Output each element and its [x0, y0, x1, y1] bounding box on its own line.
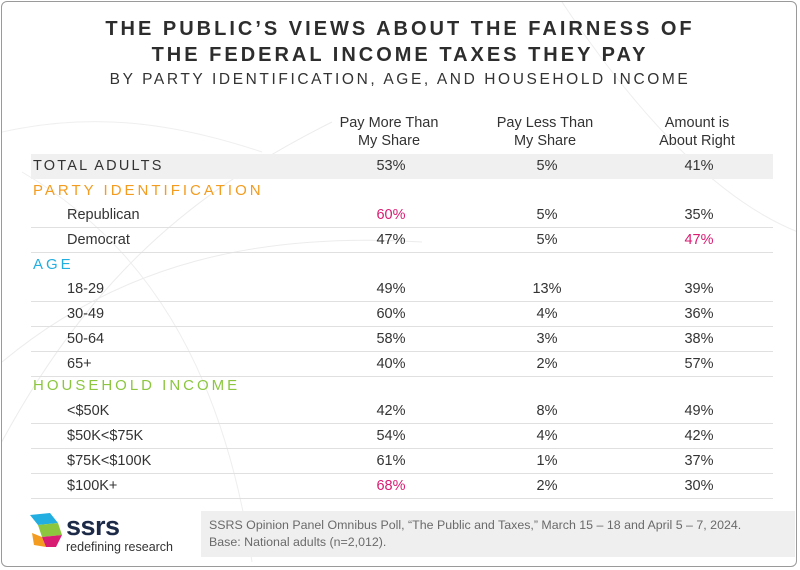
source-line-2: Base: National adults (n=2,012).: [209, 535, 387, 549]
cell-pay-more: 53%: [376, 158, 406, 174]
row-label: $100K+: [67, 478, 118, 494]
column-header-line: My Share: [357, 133, 421, 149]
cell-about-right: 36%: [684, 306, 714, 322]
row-label: <$50K: [67, 403, 110, 419]
cell-about-right: 30%: [684, 478, 714, 494]
cell-about-right: 49%: [684, 403, 714, 419]
table-row: $50K<$75K 54% 4% 42%: [31, 424, 773, 449]
cell-pay-less: 5%: [536, 232, 558, 248]
logo-tagline: redefining research: [66, 540, 174, 554]
column-header-line: Pay Less Than: [496, 115, 594, 131]
cell-pay-more: 40%: [376, 356, 406, 372]
cell-about-right: 47%: [684, 232, 714, 248]
cell-pay-more: 47%: [376, 232, 406, 248]
table-row: 30-49 60% 4% 36%: [31, 302, 773, 327]
column-header-line: About Right: [659, 133, 735, 149]
cell-about-right: 57%: [684, 356, 714, 372]
source-line-1: SSRS Opinion Panel Omnibus Poll, “The Pu…: [209, 518, 742, 532]
cell-pay-less: 4%: [536, 306, 558, 322]
total-adults-row: TOTAL ADULTS 53% 5% 41%: [31, 154, 773, 179]
column-header-line: My Share: [513, 133, 577, 149]
source-note: SSRS Opinion Panel Omnibus Poll, “The Pu…: [201, 511, 795, 557]
cell-pay-less: 5%: [536, 158, 558, 174]
table-row: $75K<$100K 61% 1% 37%: [31, 449, 773, 474]
cell-pay-less: 13%: [532, 281, 562, 297]
cell-pay-less: 2%: [536, 478, 558, 494]
row-label: 65+: [67, 356, 92, 372]
cell-pay-less: 2%: [536, 356, 558, 372]
table-row: 50-64 58% 3% 38%: [31, 327, 773, 352]
section-label: AGE: [33, 256, 74, 273]
cell-about-right: 37%: [684, 453, 714, 469]
row-label: Democrat: [67, 232, 130, 248]
column-header-pay-less: Pay Less Than My Share: [470, 114, 620, 150]
section-household-income: HOUSEHOLD INCOME: [31, 374, 773, 399]
cell-pay-less: 3%: [536, 331, 558, 347]
cell-pay-more: 61%: [376, 453, 406, 469]
table-row: 65+ 40% 2% 57%: [31, 352, 773, 377]
column-header-pay-more: Pay More Than My Share: [314, 114, 464, 150]
cell-pay-more: 60%: [376, 207, 406, 223]
title-block: THE PUBLIC’S VIEWS ABOUT THE FAIRNESS OF…: [2, 16, 796, 90]
cell-about-right: 42%: [684, 428, 714, 444]
logo-wordmark: ssrs: [66, 511, 120, 541]
table-row: Democrat 47% 5% 47%: [31, 228, 773, 253]
cell-pay-less: 5%: [536, 207, 558, 223]
cell-pay-more: 49%: [376, 281, 406, 297]
title-line-2: THE FEDERAL INCOME TAXES THEY PAY: [151, 44, 649, 66]
subtitle: BY PARTY IDENTIFICATION, AGE, AND HOUSEH…: [109, 71, 691, 88]
cell-pay-less: 1%: [536, 453, 558, 469]
ssrs-logo-icon: [30, 513, 62, 547]
column-header-line: Amount is: [664, 115, 730, 131]
section-party-identification: PARTY IDENTIFICATION: [31, 179, 773, 204]
table-row: 18-29 49% 13% 39%: [31, 277, 773, 302]
row-label: 30-49: [67, 306, 105, 322]
cell-pay-more: 68%: [376, 478, 406, 494]
row-label: $50K<$75K: [67, 428, 144, 444]
section-label: HOUSEHOLD INCOME: [33, 377, 241, 394]
cell-about-right: 41%: [684, 158, 714, 174]
row-label: TOTAL ADULTS: [33, 158, 164, 174]
row-label: 50-64: [67, 331, 105, 347]
cell-about-right: 38%: [684, 331, 714, 347]
row-label: $75K<$100K: [67, 453, 152, 469]
cell-pay-less: 4%: [536, 428, 558, 444]
cell-pay-more: 60%: [376, 306, 406, 322]
title-line-1: THE PUBLIC’S VIEWS ABOUT THE FAIRNESS OF: [105, 18, 695, 40]
table-row: $100K+ 68% 2% 30%: [31, 474, 773, 499]
section-age: AGE: [31, 253, 773, 278]
cell-pay-more: 54%: [376, 428, 406, 444]
cell-pay-more: 58%: [376, 331, 406, 347]
column-header-line: Pay More Than: [339, 115, 439, 131]
cell-about-right: 35%: [684, 207, 714, 223]
table-row: Republican 60% 5% 35%: [31, 203, 773, 228]
cell-pay-less: 8%: [536, 403, 558, 419]
column-header-about-right: Amount is About Right: [622, 114, 772, 150]
row-label: Republican: [67, 207, 140, 223]
table-row: <$50K 42% 8% 49%: [31, 399, 773, 424]
row-label: 18-29: [67, 281, 105, 297]
section-label: PARTY IDENTIFICATION: [33, 182, 264, 199]
cell-pay-more: 42%: [376, 403, 406, 419]
cell-about-right: 39%: [684, 281, 714, 297]
